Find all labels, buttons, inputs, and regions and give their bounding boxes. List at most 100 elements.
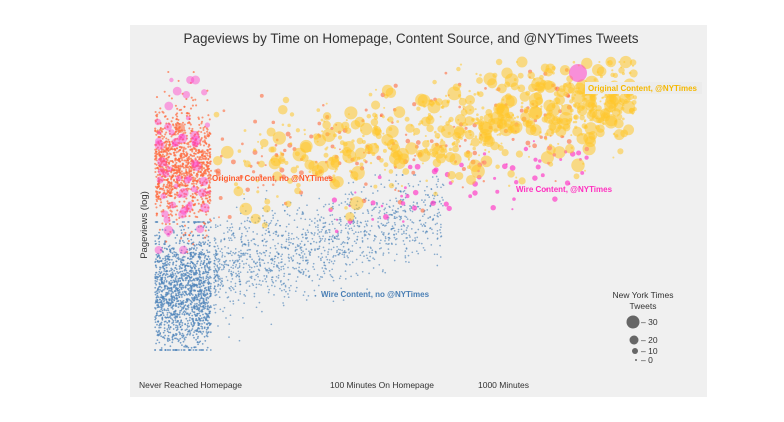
wire-no-nytimes-point <box>250 266 253 269</box>
wire-no-nytimes-point <box>299 262 301 265</box>
wire-no-nytimes-point <box>301 233 303 236</box>
original-no-nytimes-point <box>239 174 244 179</box>
wire-no-nytimes-point <box>417 184 420 186</box>
wire-no-nytimes-point <box>346 241 349 244</box>
wire-no-nytimes-point <box>397 230 400 233</box>
wire-no-nytimes-point <box>194 252 196 255</box>
wire-no-nytimes-point <box>204 303 207 306</box>
original-nytimes-point <box>447 86 462 101</box>
original-no-nytimes-point <box>186 122 190 125</box>
original-no-nytimes-point <box>199 161 202 164</box>
wire-no-nytimes-point <box>229 300 232 303</box>
wire-no-nytimes-point <box>176 326 179 329</box>
wire-no-nytimes-point <box>205 289 208 292</box>
wire-no-nytimes-point <box>159 289 161 291</box>
wire-no-nytimes-point <box>238 265 241 267</box>
wire-no-nytimes-point <box>331 268 334 271</box>
original-no-nytimes-point <box>190 130 193 133</box>
wire-no-nytimes-point <box>157 286 160 289</box>
wire-no-nytimes-point <box>229 259 231 262</box>
original-nytimes-point <box>574 120 578 124</box>
wire-no-nytimes-point <box>373 206 376 209</box>
wire-no-nytimes-point <box>262 259 265 262</box>
wire-no-nytimes-point <box>214 245 216 248</box>
wire-no-nytimes-point <box>281 246 283 249</box>
wire-no-nytimes-point <box>309 218 311 221</box>
wire-no-nytimes-point <box>353 225 356 227</box>
wire-no-nytimes-point <box>357 231 360 234</box>
wire-no-nytimes-point <box>177 340 180 343</box>
original-no-nytimes-point <box>156 122 159 125</box>
wire-no-nytimes-point <box>215 270 218 272</box>
wire-no-nytimes-point <box>404 255 407 257</box>
wire-no-nytimes-point <box>161 228 164 231</box>
original-nytimes-point <box>372 112 377 118</box>
original-nytimes-point <box>270 154 282 167</box>
wire-no-nytimes-point <box>166 314 169 316</box>
wire-no-nytimes-point <box>377 217 380 220</box>
original-no-nytimes-point <box>161 155 164 159</box>
wire-no-nytimes-point <box>190 287 193 290</box>
original-no-nytimes-point <box>194 177 197 180</box>
original-nytimes-point <box>544 68 553 77</box>
wire-no-nytimes-point <box>188 273 191 275</box>
wire-no-nytimes-point <box>168 339 171 342</box>
wire-no-nytimes-point <box>235 264 238 266</box>
wire-no-nytimes-point <box>371 251 373 254</box>
wire-nytimes-point <box>400 201 406 206</box>
original-no-nytimes-point <box>165 166 168 169</box>
wire-no-nytimes-point <box>193 289 195 291</box>
wire-no-nytimes-point <box>205 263 208 266</box>
wire-no-nytimes-point <box>238 275 241 278</box>
wire-no-nytimes-point <box>207 278 210 281</box>
wire-no-nytimes-point <box>288 236 290 239</box>
wire-no-nytimes-point <box>353 232 355 235</box>
original-no-nytimes-point <box>201 116 204 119</box>
wire-no-nytimes-point <box>219 277 221 280</box>
wire-no-nytimes-point <box>365 197 367 200</box>
wire-no-nytimes-point <box>251 282 254 285</box>
wire-no-nytimes-point <box>287 253 290 256</box>
original-no-nytimes-point <box>169 204 172 207</box>
wire-no-nytimes-point <box>185 284 188 287</box>
original-no-nytimes-point <box>196 173 199 176</box>
wire-no-nytimes-point <box>431 194 434 197</box>
wire-no-nytimes-point <box>382 233 384 235</box>
wire-no-nytimes-point <box>207 229 210 232</box>
wire-no-nytimes-point <box>203 224 206 227</box>
wire-no-nytimes-point <box>314 226 317 228</box>
original-no-nytimes-point <box>404 133 408 136</box>
wire-no-nytimes-point <box>295 236 298 239</box>
original-no-nytimes-point <box>173 169 176 172</box>
original-no-nytimes-point <box>174 181 177 184</box>
original-nytimes-point <box>333 133 337 138</box>
original-nytimes-point <box>344 106 358 120</box>
wire-no-nytimes-point <box>230 280 232 283</box>
original-no-nytimes-point <box>158 228 161 231</box>
wire-no-nytimes-point <box>186 333 189 335</box>
original-no-nytimes-point <box>218 216 220 219</box>
original-nytimes-point <box>359 162 364 167</box>
wire-no-nytimes-point <box>247 243 250 246</box>
wire-no-nytimes-point <box>155 290 158 293</box>
original-nytimes-point <box>629 69 638 78</box>
original-nytimes-point <box>515 176 518 179</box>
wire-no-nytimes-point <box>156 275 158 278</box>
wire-no-nytimes-point <box>176 270 179 273</box>
original-nytimes-point <box>468 89 471 93</box>
wire-no-nytimes-point <box>436 264 439 267</box>
original-nytimes-point <box>472 146 476 151</box>
wire-no-nytimes-point <box>186 313 188 315</box>
original-nytimes-point <box>388 182 395 189</box>
wire-no-nytimes-point <box>287 248 290 250</box>
original-no-nytimes-point <box>339 148 341 151</box>
wire-no-nytimes-point <box>274 212 276 215</box>
wire-no-nytimes-point <box>203 300 205 303</box>
original-nytimes-point <box>581 57 593 70</box>
wire-no-nytimes-point <box>435 183 438 186</box>
original-no-nytimes-point <box>327 175 331 179</box>
wire-no-nytimes-point <box>158 243 161 246</box>
original-no-nytimes-point <box>200 122 203 125</box>
wire-no-nytimes-point <box>305 299 308 301</box>
wire-no-nytimes-point <box>356 235 359 238</box>
